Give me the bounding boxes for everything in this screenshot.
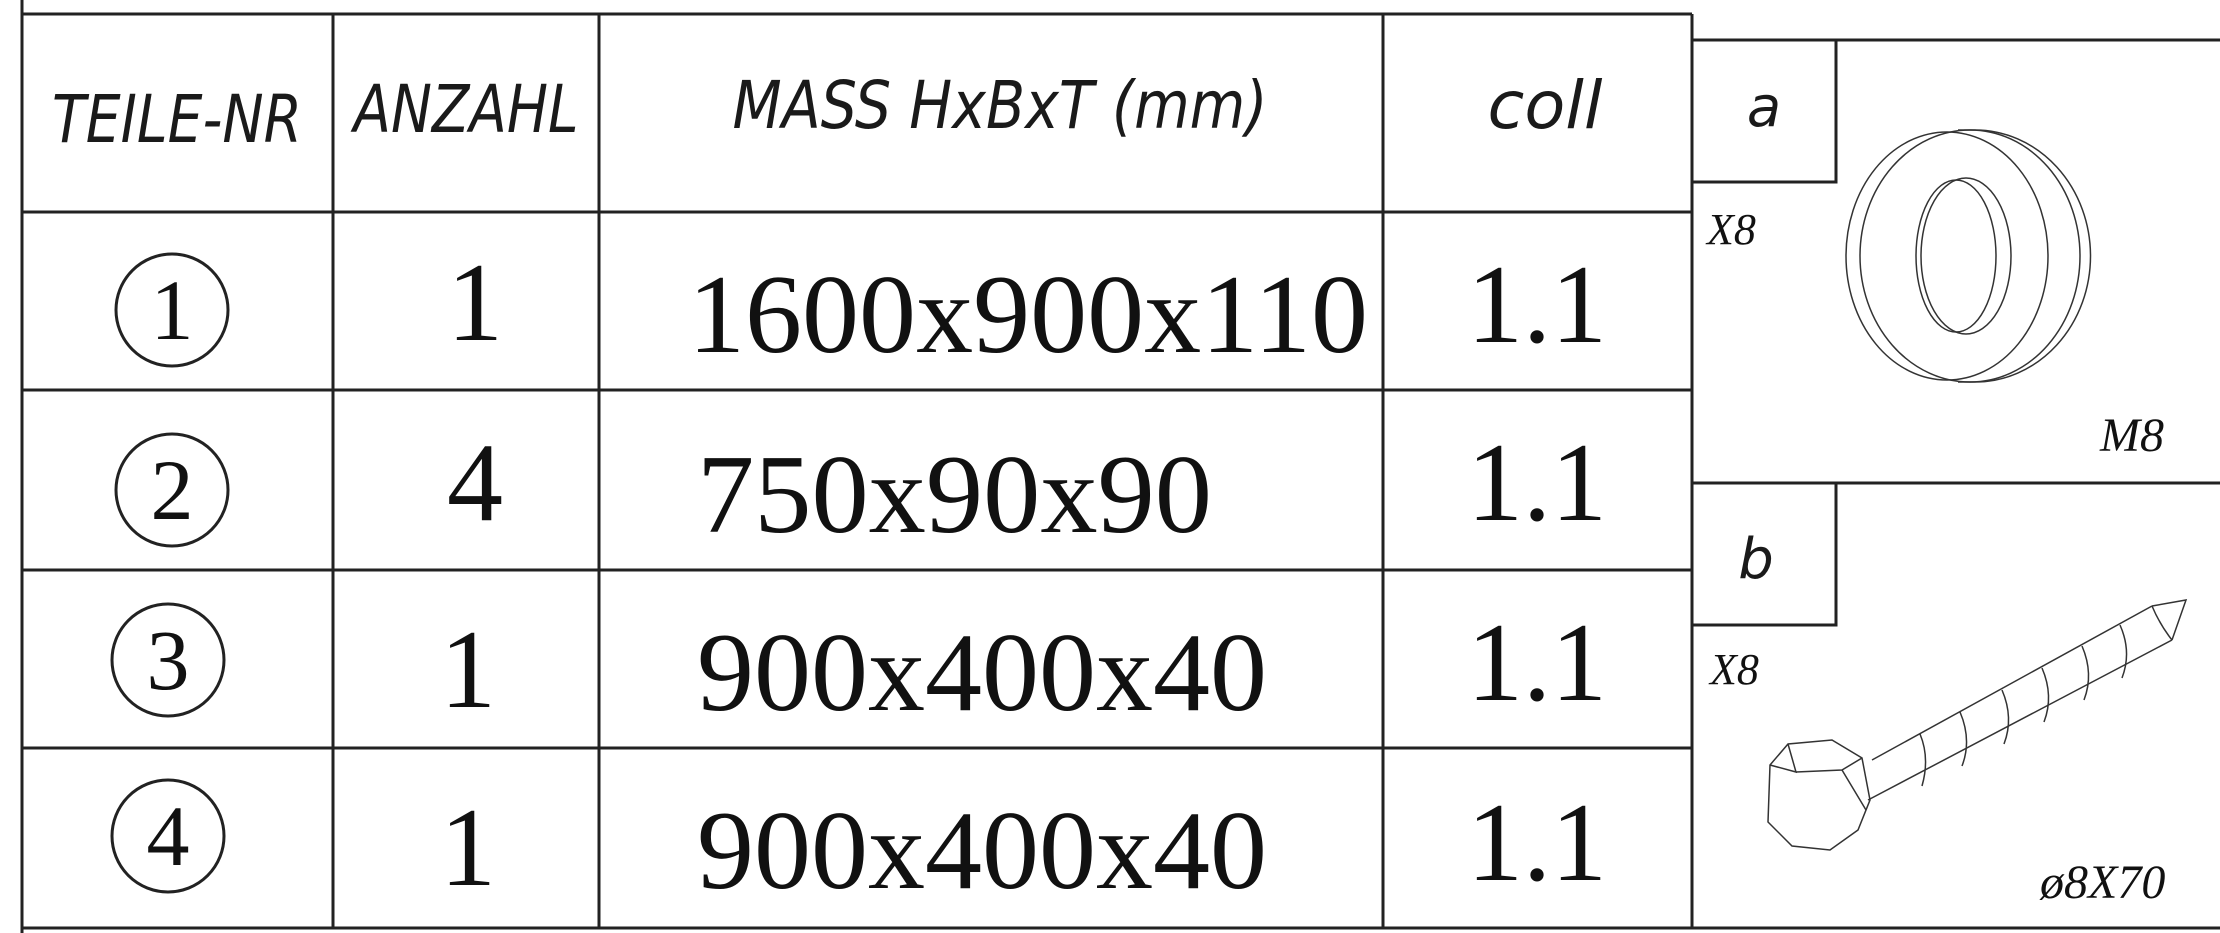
table-row: 1 1 1600x900x110 1.1 [114,241,1607,377]
hardware-panel: a X8 M8 b X8 ø8X70 [1692,38,2220,909]
part-number: 2 [151,442,194,538]
quantity-cell: 1 [447,241,503,365]
hex-bolt-icon [1767,599,2188,851]
washer-spec: M8 [2099,409,2164,462]
coll-cell: 1.1 [1467,421,1607,545]
washer-letter: a [1747,75,1781,140]
quantity-cell: 1 [440,786,496,910]
quantity-cell: 1 [440,608,496,732]
part-number: 1 [151,262,194,358]
screw-letter: b [1738,527,1774,592]
part-number-circle [114,252,230,368]
washer-count: X8 [1705,205,1756,254]
dimensions-cell: 900x400x40 [697,611,1267,735]
washer-icon [1845,129,2092,383]
part-number: 4 [147,788,190,884]
part-number-circle [110,778,226,894]
table-row: 3 1 900x400x40 1.1 [110,601,1607,735]
table-row: 4 1 900x400x40 1.1 [110,778,1607,913]
table-row: 2 4 750x90x90 1.1 [114,421,1607,557]
dimensions-cell: 900x400x40 [697,789,1267,913]
coll-cell: 1.1 [1467,243,1607,367]
part-number-circle [114,432,230,548]
dimensions-cell: 750x90x90 [697,433,1212,557]
dimensions-cell: 1600x900x110 [688,253,1368,377]
header-coll: coll [1488,67,1604,144]
header-part-no: TEILE-NR [52,81,302,158]
header-dimensions: MASS HxBxT (mm) [733,67,1268,144]
coll-cell: 1.1 [1467,781,1607,905]
washer-section: a X8 M8 [1692,40,2164,462]
header-quantity: ANZAHL [350,71,578,148]
coll-cell: 1.1 [1467,601,1607,725]
table-header-row: TEILE-NR ANZAHL MASS HxBxT (mm) coll [52,67,1603,158]
part-number: 3 [147,612,190,708]
screw-spec: ø8X70 [2039,856,2165,909]
screw-count: X8 [1708,645,1759,694]
quantity-cell: 4 [447,421,503,545]
screw-section: b X8 ø8X70 [1692,483,2188,909]
part-number-circle [110,602,226,718]
table-grid [20,0,2220,933]
